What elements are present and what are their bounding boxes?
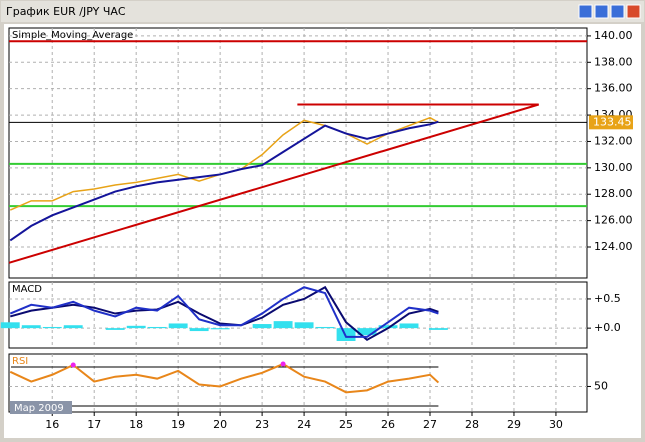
x-tick-label: 19 [171,418,185,431]
y-tick-label: 136.00 [594,82,633,95]
title-bar [1,1,644,22]
y-tick-label: 132.00 [594,134,633,147]
series-line [9,362,440,394]
x-tick-label: 24 [297,418,311,431]
x-tick-label: 30 [549,418,563,431]
x-tick-label: 23 [255,418,269,431]
x-tick-label: 27 [423,418,437,431]
y-tick-label: +0.0 [594,321,621,334]
histogram-bar [252,324,272,329]
overbought-point [280,361,286,367]
histogram-bar [428,328,448,330]
histogram-bar [315,326,335,329]
y-tick-label: 124.00 [594,240,633,253]
y-tick-label: 140.00 [594,29,633,42]
histogram-bar [42,326,62,329]
histogram-bar [147,326,167,329]
pane-border [8,353,588,413]
price-label: 133.45 [593,115,632,128]
histogram-bar [336,328,356,341]
window-title: График EUR /JPY ЧАС [6,5,126,18]
y-tick-label: +0.5 [594,292,621,305]
x-tick-label: 17 [87,418,101,431]
histogram-bar [168,323,188,329]
maximize-button[interactable] [594,4,609,19]
chart-area [4,24,641,438]
pane-label: Simple_Moving_Average [12,30,133,41]
histogram-bar [105,328,125,330]
histogram-bar [21,325,41,329]
date-label: Мар 2009 [14,403,64,414]
x-tick-label: 29 [507,418,521,431]
histogram-bar [357,328,377,336]
pane-label: MACD [12,284,42,295]
price-label-box [589,115,633,130]
histogram-bar [273,321,293,329]
histogram-bar [189,328,209,332]
restore-button[interactable] [610,4,625,19]
y-tick-label: 126.00 [594,214,633,227]
pane-border [8,281,588,349]
x-tick-label: 18 [129,418,143,431]
histogram-bar [63,325,83,329]
histogram-bar [126,325,146,329]
histogram-bar [294,322,314,329]
pane-label: RSI [12,356,28,367]
overbought-point [70,362,76,368]
help-button[interactable] [578,4,593,19]
series-line [9,120,439,242]
y-tick-label: 138.00 [594,55,633,68]
trend-line [8,103,540,264]
x-tick-label: 20 [213,418,227,431]
x-tick-label: 16 [45,418,59,431]
histogram-bar [378,325,398,329]
pane-border [8,27,588,279]
histogram-bar [399,323,419,329]
close-button[interactable] [626,4,641,19]
y-tick-label: 50 [594,379,608,392]
series-line [9,286,439,338]
histogram-bar [0,322,20,329]
histogram-bar [210,328,230,330]
x-tick-label: 25 [339,418,353,431]
y-tick-label: 128.00 [594,187,633,200]
x-tick-label: 28 [465,418,479,431]
date-label-box [10,401,72,414]
x-tick-label: 26 [381,418,395,431]
y-tick-label: 130.00 [594,161,633,174]
